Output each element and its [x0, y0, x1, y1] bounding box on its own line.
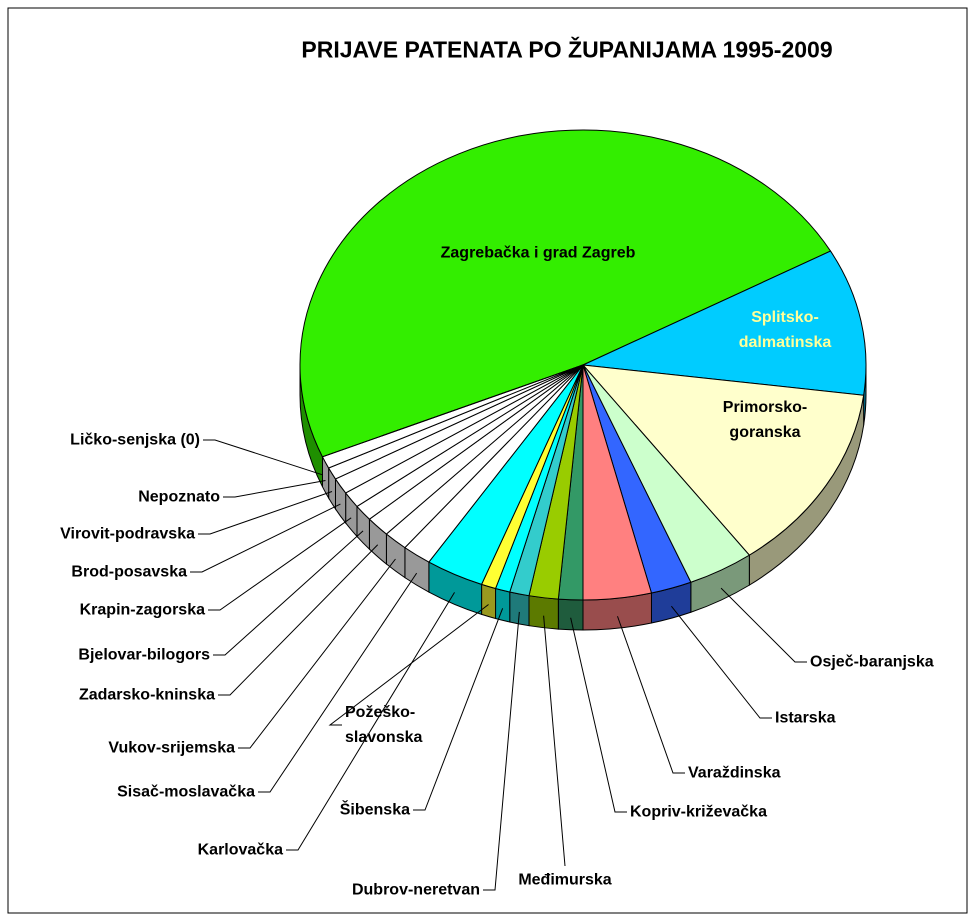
- leader-line: [203, 439, 323, 476]
- slice-label: Zagrebačka i grad Zagreb: [440, 244, 636, 262]
- leader-line: [286, 592, 455, 851]
- slice: [581, 250, 867, 396]
- slice-label: Nepoznato: [138, 488, 220, 506]
- slice-label: Karlovačka: [197, 841, 283, 859]
- leader-line: [720, 587, 807, 663]
- leader-line: [238, 558, 396, 749]
- slice-label: Bjelovar-bilogors: [78, 646, 210, 664]
- leader-line: [190, 503, 341, 573]
- slice-label: Brod-posavska: [71, 563, 187, 581]
- leader-line: [213, 530, 364, 656]
- slice-side: [481, 583, 497, 620]
- slice-label: Splitsko-dalmatinska: [738, 309, 832, 351]
- leader-line: [198, 491, 333, 535]
- leader-line: [328, 604, 489, 726]
- slice-label: Zadarsko-kninska: [78, 686, 215, 704]
- slice-label: Istarska: [775, 709, 836, 727]
- slice-label: Šibenska: [339, 801, 410, 819]
- leader-line: [208, 517, 352, 611]
- leader-line: [483, 611, 520, 891]
- slice-label: Virovit-podravska: [60, 525, 195, 543]
- slice-side: [528, 595, 559, 630]
- slice-label: Ličko-senjska (0): [70, 431, 200, 449]
- slice-label: Osječ-baranjska: [810, 653, 934, 671]
- chart-title: PRIJAVE PATENATA PO ŽUPANIJAMA 1995-2009: [301, 36, 833, 63]
- chart-frame: [7, 7, 968, 914]
- slice-label: Sisač-moslavačka: [117, 783, 255, 801]
- slice-label: Kopriv-križevačka: [630, 803, 767, 821]
- leader-line: [543, 615, 566, 867]
- slice-side: [557, 598, 584, 631]
- leader-line: [617, 616, 685, 774]
- slice: [322, 364, 584, 458]
- slice-side: [495, 587, 511, 623]
- slice: [299, 129, 832, 458]
- slice-label: Požeško-slavonska: [345, 704, 423, 746]
- slice-label: Dubrov-neretvan: [351, 881, 480, 899]
- leader-line: [258, 572, 418, 793]
- leader-line: [570, 617, 627, 813]
- slice-label: Varaždinska: [688, 764, 781, 782]
- slice-side: [509, 591, 530, 627]
- slice-label: Primorsko-goranska: [722, 399, 808, 441]
- leader-line: [413, 608, 504, 811]
- slice: [581, 364, 865, 556]
- leader-line: [223, 479, 326, 498]
- slice-label: Vukov-srijemska: [108, 739, 235, 757]
- slice-label: Krapin-zagorska: [79, 601, 205, 619]
- slice-label: Međimurska: [518, 871, 612, 889]
- leader-line: [218, 544, 379, 696]
- leader-line: [670, 605, 772, 719]
